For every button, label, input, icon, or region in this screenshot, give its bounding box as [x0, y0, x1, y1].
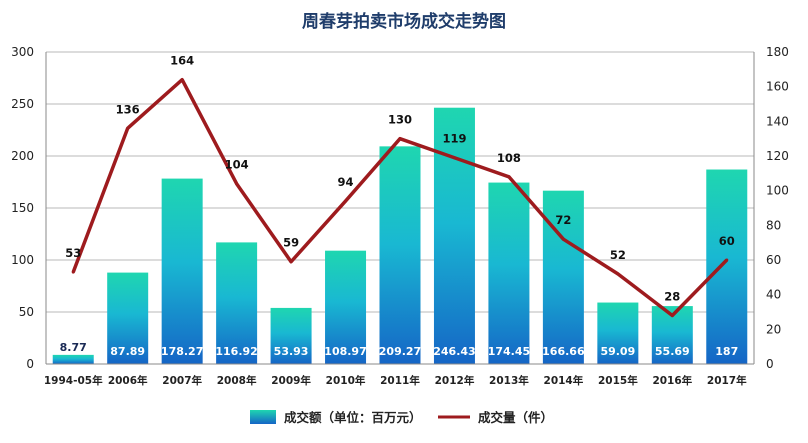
right-tick-label: 160 [766, 80, 789, 94]
bar-value-label: 108.97 [324, 345, 366, 358]
legend-line-label: 成交量（件） [478, 410, 553, 425]
x-tick-label: 2016年 [652, 374, 692, 387]
x-tick-label: 2009年 [271, 374, 311, 387]
right-tick-label: 180 [766, 45, 789, 59]
line-point [180, 78, 184, 82]
x-tick-label: 2008年 [217, 374, 257, 387]
x-tick-label: 2010年 [326, 374, 366, 387]
line-value-label: 60 [719, 234, 735, 248]
x-tick-label: 2012年 [435, 374, 475, 387]
line-point [725, 258, 729, 262]
line-point [561, 237, 565, 241]
bar [597, 302, 639, 364]
line-value-label: 164 [170, 54, 194, 68]
bar-value-label: 59.09 [600, 345, 635, 358]
legend-bar-label: 成交额（单位：百万元） [284, 410, 422, 425]
bar-value-label: 178.27 [161, 345, 203, 358]
x-tick-label: 2006年 [108, 374, 148, 387]
x-tick-label: 2014年 [544, 374, 584, 387]
x-tick-label: 2011年 [380, 374, 420, 387]
bar [325, 250, 367, 364]
line-value-label: 136 [116, 102, 140, 116]
line-value-label: 130 [388, 113, 412, 127]
line-value-label: 72 [555, 213, 571, 227]
bar-value-label: 246.43 [433, 345, 475, 358]
line-value-label: 119 [442, 132, 466, 146]
right-axis-ticks: 0 20 40 60 80 100 120 140 160 180 [766, 45, 789, 371]
legend: 成交额（单位：百万元） 成交量（件） [250, 410, 553, 425]
bar [379, 146, 421, 364]
bar [107, 272, 149, 364]
bar [488, 182, 530, 364]
line-value-label: 104 [225, 158, 249, 172]
bar [216, 242, 258, 364]
left-tick-label: 0 [26, 357, 34, 371]
bar-labels: 8.77 87.89 178.27 116.92 53.93 108.97 209.27 24… [60, 341, 739, 358]
line-value-label: 52 [610, 248, 626, 262]
bars [52, 107, 748, 364]
axes [45, 52, 755, 365]
right-tick-label: 60 [766, 253, 781, 267]
bar-value-label: 166.66 [542, 345, 585, 358]
right-tick-label: 140 [766, 114, 789, 128]
right-tick-label: 80 [766, 218, 781, 232]
left-tick-label: 200 [11, 149, 34, 163]
line-point [126, 126, 130, 130]
bar-value-label: 55.69 [655, 345, 690, 358]
line-point [344, 199, 348, 203]
line-point [235, 182, 239, 186]
line-point [289, 260, 293, 264]
x-tick-label: 2013年 [489, 374, 529, 387]
bar-value-label: 116.92 [215, 345, 257, 358]
right-tick-label: 40 [766, 288, 781, 302]
left-tick-label: 150 [11, 201, 34, 215]
bar [270, 307, 312, 364]
line-point [452, 156, 456, 160]
x-tick-label: 1994-05年 [44, 374, 103, 387]
right-tick-label: 100 [766, 184, 789, 198]
x-tick-label: 2017年 [707, 374, 747, 387]
bar-value-label: 87.89 [110, 345, 145, 358]
bar-value-label: 209.27 [379, 345, 421, 358]
x-tick-label: 2015年 [598, 374, 638, 387]
legend-bar-swatch [250, 410, 276, 424]
left-tick-label: 100 [11, 253, 34, 267]
line-value-label: 94 [338, 175, 354, 189]
right-tick-label: 120 [766, 149, 789, 163]
bar-value-label: 8.77 [60, 341, 87, 354]
left-tick-label: 50 [19, 305, 34, 319]
line-point [71, 270, 75, 274]
bar-value-label: 174.45 [488, 345, 530, 358]
bar-value-label: 187 [715, 345, 738, 358]
line-point [507, 175, 511, 179]
line-value-label: 28 [664, 289, 680, 303]
bar-value-label: 53.93 [274, 345, 309, 358]
right-tick-label: 0 [766, 357, 774, 371]
left-axis-ticks: 0 50 100 150 200 250 300 [11, 45, 34, 371]
bar [706, 169, 748, 364]
bar [433, 107, 475, 364]
line-layer [71, 77, 729, 318]
line-labels: 53 136 164 104 59 94 130 119 108 72 52 28 60 [65, 54, 735, 304]
x-tick-label: 2007年 [162, 374, 202, 387]
line-value-label: 108 [497, 151, 521, 165]
left-tick-label: 250 [11, 97, 34, 111]
x-axis-ticks: 1994-05年 2006年 2007年 2008年 2009年 2010年 2011年 20… [44, 374, 747, 387]
bar [52, 354, 94, 364]
line-point [398, 137, 402, 141]
right-tick-label: 20 [766, 322, 781, 336]
line-point [616, 272, 620, 276]
bar [161, 178, 203, 364]
line-value-label: 53 [65, 246, 81, 260]
chart-title: 周春芽拍卖市场成交走势图 [302, 11, 506, 32]
bar [542, 190, 584, 364]
line-value-label: 59 [283, 236, 299, 250]
line-point [670, 313, 674, 317]
left-tick-label: 300 [11, 45, 34, 59]
